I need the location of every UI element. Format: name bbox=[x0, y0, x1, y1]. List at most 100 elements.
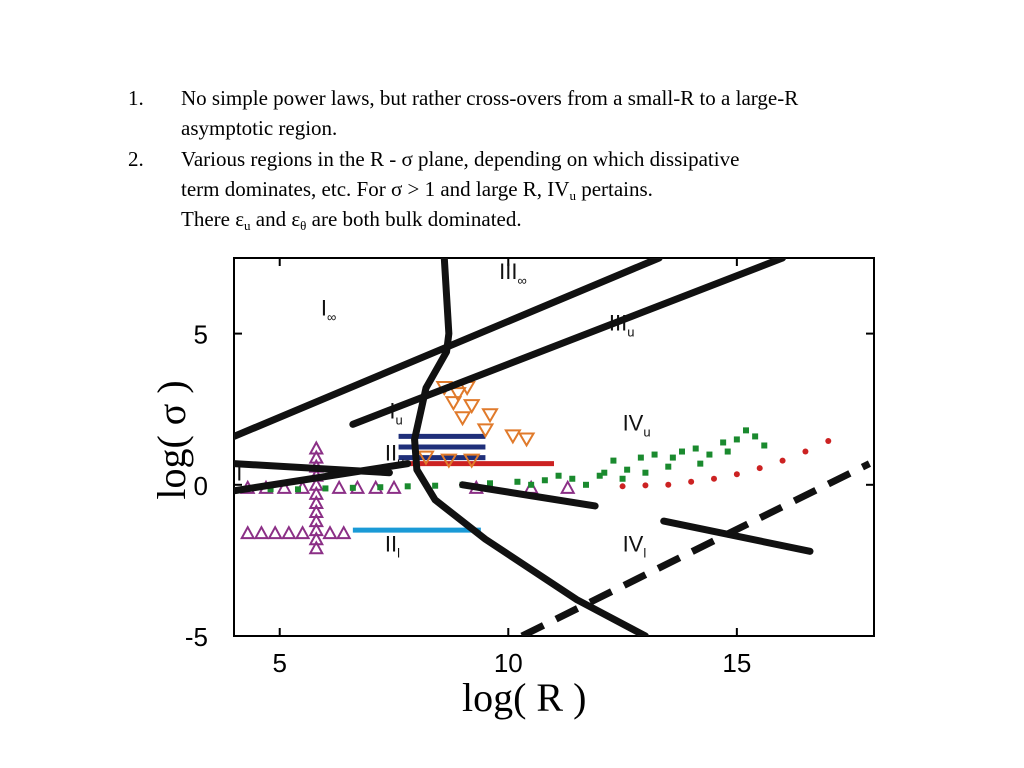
data-point-square bbox=[679, 448, 685, 455]
data-point-square bbox=[487, 480, 493, 487]
data-point-dot bbox=[619, 483, 626, 490]
data-point-square bbox=[377, 484, 384, 491]
data-point-triangle-down bbox=[440, 453, 458, 469]
region-label-subscript: u bbox=[397, 455, 404, 470]
data-point-square bbox=[619, 475, 626, 482]
data-point-square bbox=[724, 448, 731, 455]
data-point-dot bbox=[688, 478, 695, 485]
plot-frame bbox=[233, 257, 875, 637]
region-label: I bbox=[236, 460, 242, 485]
bullet-2-line-3: There εu and εθ are both bulk dominated. bbox=[181, 207, 522, 238]
data-point-dot bbox=[802, 448, 809, 455]
data-point-dot bbox=[711, 475, 717, 482]
data-point-square bbox=[528, 481, 535, 488]
data-point-dot bbox=[642, 482, 649, 489]
data-point-square bbox=[697, 460, 704, 467]
data-point-square bbox=[637, 454, 644, 461]
data-point-square bbox=[624, 466, 631, 473]
data-point-triangle-down bbox=[453, 411, 472, 427]
data-point-triangle-down bbox=[481, 408, 499, 424]
region-label: IIl bbox=[385, 531, 400, 560]
region-label-subscript: l bbox=[643, 545, 646, 560]
data-point-square bbox=[541, 477, 548, 484]
data-point-triangle-down bbox=[444, 396, 463, 412]
data-point-square bbox=[601, 469, 608, 476]
data-point-triangle-down bbox=[476, 423, 495, 439]
data-point-triangle-down bbox=[417, 450, 435, 466]
data-point-square bbox=[514, 478, 521, 485]
boundary-line bbox=[349, 258, 787, 428]
bullet-2-line-1: Various regions in the R - σ plane, depe… bbox=[181, 147, 740, 171]
region-label-subscript: ∞ bbox=[517, 273, 526, 288]
y-tick-label: -5 bbox=[185, 622, 208, 652]
region-label: IVl bbox=[623, 531, 647, 560]
boundary-line bbox=[660, 517, 814, 555]
y-axis-title: log( σ ) bbox=[149, 380, 194, 500]
data-point-triangle-up bbox=[267, 525, 283, 540]
data-point-square bbox=[267, 486, 274, 493]
region-label-subscript: u bbox=[643, 424, 650, 439]
bullet-1-number: 1. bbox=[128, 86, 144, 110]
data-point-dot bbox=[825, 437, 832, 444]
bullet-2-line-2-text: term dominates, etc. For σ > 1 and large… bbox=[181, 177, 570, 201]
data-point-square bbox=[583, 481, 589, 488]
x-tick-label: 5 bbox=[272, 648, 286, 678]
y-tick-label: 5 bbox=[194, 320, 208, 350]
data-point-dot bbox=[665, 481, 672, 488]
boundary-line bbox=[234, 460, 412, 495]
data-point-triangle-up bbox=[560, 479, 576, 494]
data-point-triangle-up bbox=[240, 525, 256, 540]
data-point-dot bbox=[733, 471, 740, 478]
data-point-square bbox=[349, 484, 356, 491]
x-tick-label: 10 bbox=[494, 648, 523, 678]
bullet-2-line-3-c: are both bulk dominated. bbox=[306, 207, 522, 231]
region-label: IVu bbox=[623, 410, 651, 439]
data-point-triangle-up bbox=[336, 525, 352, 540]
bullet-2-number: 2. bbox=[128, 147, 144, 171]
y-tick-label: 0 bbox=[194, 471, 208, 501]
data-point-triangle-down bbox=[449, 387, 467, 403]
data-point-square bbox=[761, 442, 768, 449]
data-point-square bbox=[432, 482, 439, 489]
region-label-subscript: u bbox=[396, 412, 403, 427]
data-point-triangle-up bbox=[322, 525, 338, 540]
bullet-2-line-2-tail: pertains. bbox=[575, 177, 653, 201]
data-point-triangle-up bbox=[308, 540, 324, 555]
data-point-square bbox=[322, 485, 329, 492]
data-point-dot bbox=[779, 457, 786, 464]
bullet-2-line-3-sub-2: θ bbox=[300, 218, 307, 233]
data-point-triangle-down bbox=[462, 453, 481, 469]
data-point-triangle-down bbox=[517, 432, 536, 448]
data-point-triangle-up bbox=[386, 479, 402, 494]
region-label: III∞ bbox=[499, 259, 527, 288]
region-label-subscript: u bbox=[627, 325, 634, 340]
bullet-1-line-2: asymptotic region. bbox=[181, 116, 338, 140]
data-point-square bbox=[752, 433, 759, 440]
data-point-triangle-down bbox=[462, 399, 481, 415]
boundary-line bbox=[411, 258, 649, 636]
data-point-triangle-down bbox=[504, 429, 522, 445]
data-point-square bbox=[665, 463, 672, 470]
boundary-line bbox=[459, 481, 599, 510]
y-axis-title-text: log( σ ) bbox=[149, 380, 194, 500]
bullet-2-line-2: term dominates, etc. For σ > 1 and large… bbox=[181, 177, 653, 208]
data-point-square bbox=[720, 439, 727, 446]
region-label-subscript: l bbox=[397, 545, 400, 560]
x-tick-label: 15 bbox=[722, 648, 751, 678]
data-point-square bbox=[569, 475, 576, 482]
data-point-dot bbox=[756, 465, 763, 472]
data-point-triangle-up bbox=[253, 525, 270, 540]
bullet-1-line-1: No simple power laws, but rather cross-o… bbox=[181, 86, 799, 110]
data-point-triangle-up bbox=[281, 525, 297, 540]
data-point-square bbox=[692, 445, 699, 452]
data-point-square bbox=[596, 472, 603, 479]
data-point-square bbox=[706, 451, 713, 458]
dashed-boundary-line bbox=[520, 460, 871, 636]
data-point-square bbox=[651, 451, 658, 458]
data-point-square bbox=[555, 472, 562, 479]
x-axis-title: log( R ) bbox=[462, 675, 587, 720]
data-point-square bbox=[404, 483, 411, 490]
data-point-square bbox=[295, 486, 301, 493]
bullet-2-line-3-a: There ε bbox=[181, 207, 245, 231]
